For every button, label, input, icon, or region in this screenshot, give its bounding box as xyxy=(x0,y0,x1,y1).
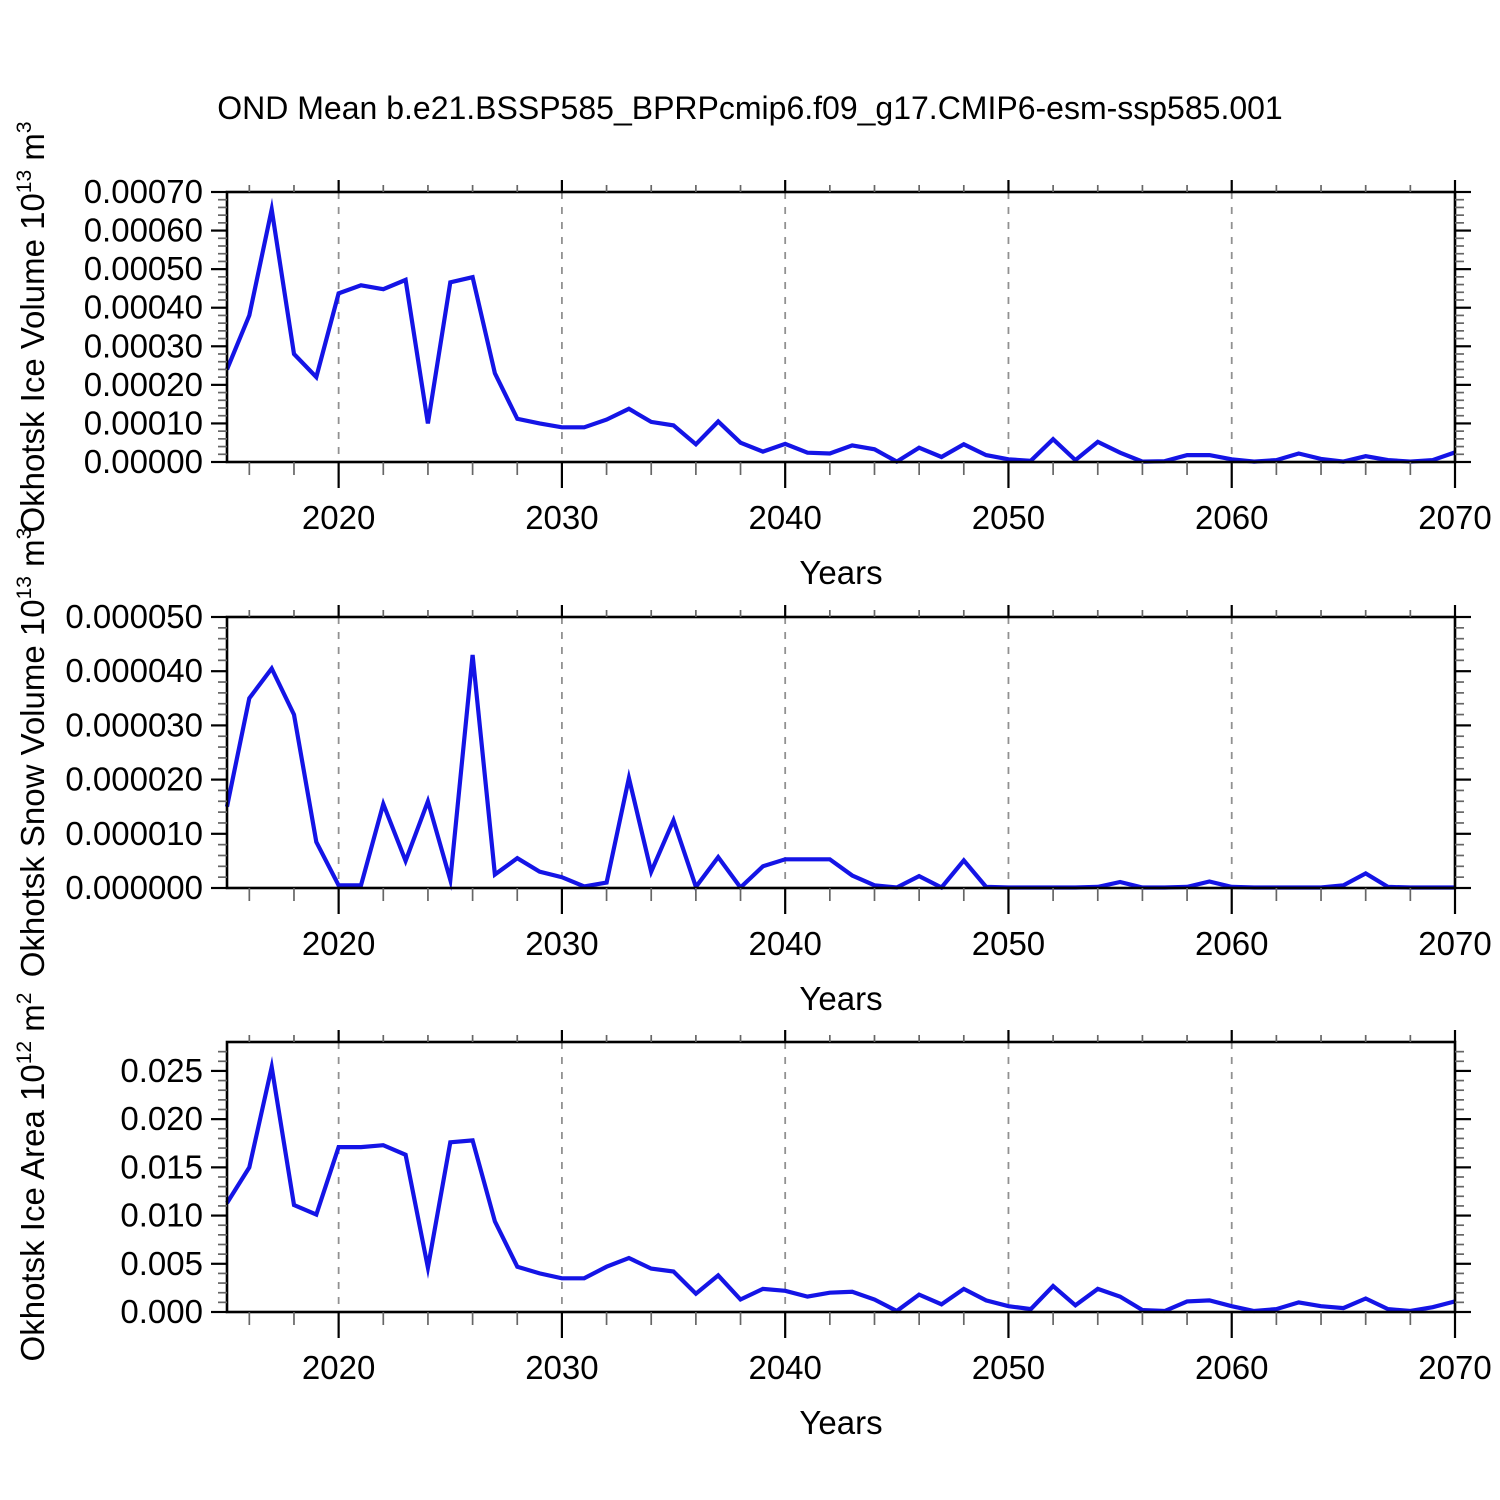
panel-okhotsk-ice-volume: 2020 2030 2040 2050 2060 20700.000000.000100.… xyxy=(13,121,1492,591)
y-tick-label-0.00000: 0.00000 xyxy=(84,443,203,480)
data-line-okhotsk-snow-volume xyxy=(224,654,1455,892)
x-tick-label-2060: 2060 xyxy=(1195,925,1268,962)
y-axis-title: Okhotsk Snow Volume 1013 m3 xyxy=(13,528,51,978)
y-tick-label-0.025: 0.025 xyxy=(120,1052,203,1089)
gridlines xyxy=(337,1042,1233,1312)
y-axis-title: Okhotsk Ice Volume 1013 m3 xyxy=(13,121,51,532)
gridlines xyxy=(337,617,1233,888)
y-major-ticks xyxy=(211,1069,1471,1314)
y-minor-ticks xyxy=(218,626,1464,879)
x-tick-label-2070: 2070 xyxy=(1418,925,1491,962)
x-major-ticks xyxy=(337,1030,1457,1338)
x-tick-label-2070: 2070 xyxy=(1418,1349,1491,1386)
y-tick-label-0.00010: 0.00010 xyxy=(84,404,203,441)
y-tick-label-0.005: 0.005 xyxy=(120,1245,203,1282)
x-tick-label-2070: 2070 xyxy=(1418,499,1491,536)
y-tick-label-0.000020: 0.000020 xyxy=(65,761,203,798)
y-tick-label-0.00050: 0.00050 xyxy=(84,250,203,287)
x-major-ticks xyxy=(337,180,1457,488)
y-minor-ticks xyxy=(218,1050,1464,1304)
x-tick-label-2040: 2040 xyxy=(748,499,821,536)
y-tick-label-0.010: 0.010 xyxy=(120,1197,203,1234)
x-major-ticks xyxy=(337,605,1457,914)
y-major-ticks xyxy=(211,190,1471,464)
y-tick-label-0.00030: 0.00030 xyxy=(84,327,203,364)
x-tick-label-2040: 2040 xyxy=(748,925,821,962)
data-line-okhotsk-ice-area xyxy=(225,1055,1456,1314)
panel-okhotsk-snow-volume: 2020 2030 2040 2050 2060 2070 0.000000 0.000010… xyxy=(13,528,1492,1017)
y-tick-label-0.000: 0.000 xyxy=(120,1293,203,1330)
chart-title: OND Mean b.e21.BSSP585_BPRPcmip6.f09_g17… xyxy=(217,90,1283,126)
x-axis-title: Years xyxy=(799,980,882,1017)
y-major-ticks xyxy=(211,615,1471,890)
x-tick-label-2020: 2020 xyxy=(302,925,375,962)
data-line-okhotsk-ice-volume xyxy=(225,197,1456,465)
x-tick-label-2020: 2020 xyxy=(302,499,375,536)
x-tick-label-2040: 2040 xyxy=(748,1349,821,1386)
y-tick-label-0.020: 0.020 xyxy=(120,1100,203,1137)
x-tick-label-2050: 2050 xyxy=(972,925,1045,962)
x-tick-label-2050: 2050 xyxy=(972,1349,1045,1386)
y-tick-label-0.000000: 0.000000 xyxy=(65,869,203,906)
x-minor-ticks xyxy=(248,1035,1412,1325)
x-axis-title: Years xyxy=(799,1404,882,1441)
x-tick-label-2060: 2060 xyxy=(1195,1349,1268,1386)
x-tick-label-2050: 2050 xyxy=(972,499,1045,536)
y-tick-labels: 0.000000.000100.000200.000300.000400.000… xyxy=(84,173,203,480)
y-tick-label-0.00060: 0.00060 xyxy=(84,212,203,249)
y-minor-ticks xyxy=(218,198,1464,456)
y-tick-label-0.00020: 0.00020 xyxy=(84,366,203,403)
y-tick-label-0.000010: 0.000010 xyxy=(65,815,203,852)
y-tick-label-0.000040: 0.000040 xyxy=(65,652,203,689)
x-tick-labels: 2020 2030 2040 2050 2060 2070 xyxy=(302,499,1492,536)
x-tick-label-2030: 2030 xyxy=(525,499,598,536)
plot-box xyxy=(225,615,1457,890)
y-tick-label-0.015: 0.015 xyxy=(120,1148,203,1185)
y-tick-label-0.00040: 0.00040 xyxy=(84,289,203,326)
panel-okhotsk-ice-area: 2020 2030 2040 2050 2060 20700.0000.0050.0100… xyxy=(13,993,1492,1441)
y-tick-labels: 0.000000 0.000010 0.000020 0.000030 0.000040… xyxy=(65,598,203,906)
x-minor-ticks xyxy=(248,610,1412,901)
x-tick-label-2030: 2030 xyxy=(525,925,598,962)
x-tick-label-2060: 2060 xyxy=(1195,499,1268,536)
plot-box xyxy=(225,190,1457,464)
x-tick-labels: 2020 2030 2040 2050 2060 2070 xyxy=(302,1349,1492,1386)
x-minor-ticks xyxy=(248,185,1412,475)
y-tick-labels: 0.000 0.005 0.010 0.015 0.020 0.025 xyxy=(120,1052,203,1330)
x-tick-label-2030: 2030 xyxy=(525,1349,598,1386)
y-axis-title: Okhotsk Ice Area 1012 m2 xyxy=(13,993,51,1362)
x-tick-labels: 2020 2030 2040 2050 2060 2070 xyxy=(302,925,1492,962)
gridlines xyxy=(337,192,1233,462)
x-axis-title: Years xyxy=(799,554,882,591)
y-tick-label-0.00070: 0.00070 xyxy=(84,173,203,210)
y-tick-label-0.000050: 0.000050 xyxy=(65,598,203,635)
x-tick-label-2020: 2020 xyxy=(302,1349,375,1386)
y-tick-label-0.000030: 0.000030 xyxy=(65,706,203,743)
